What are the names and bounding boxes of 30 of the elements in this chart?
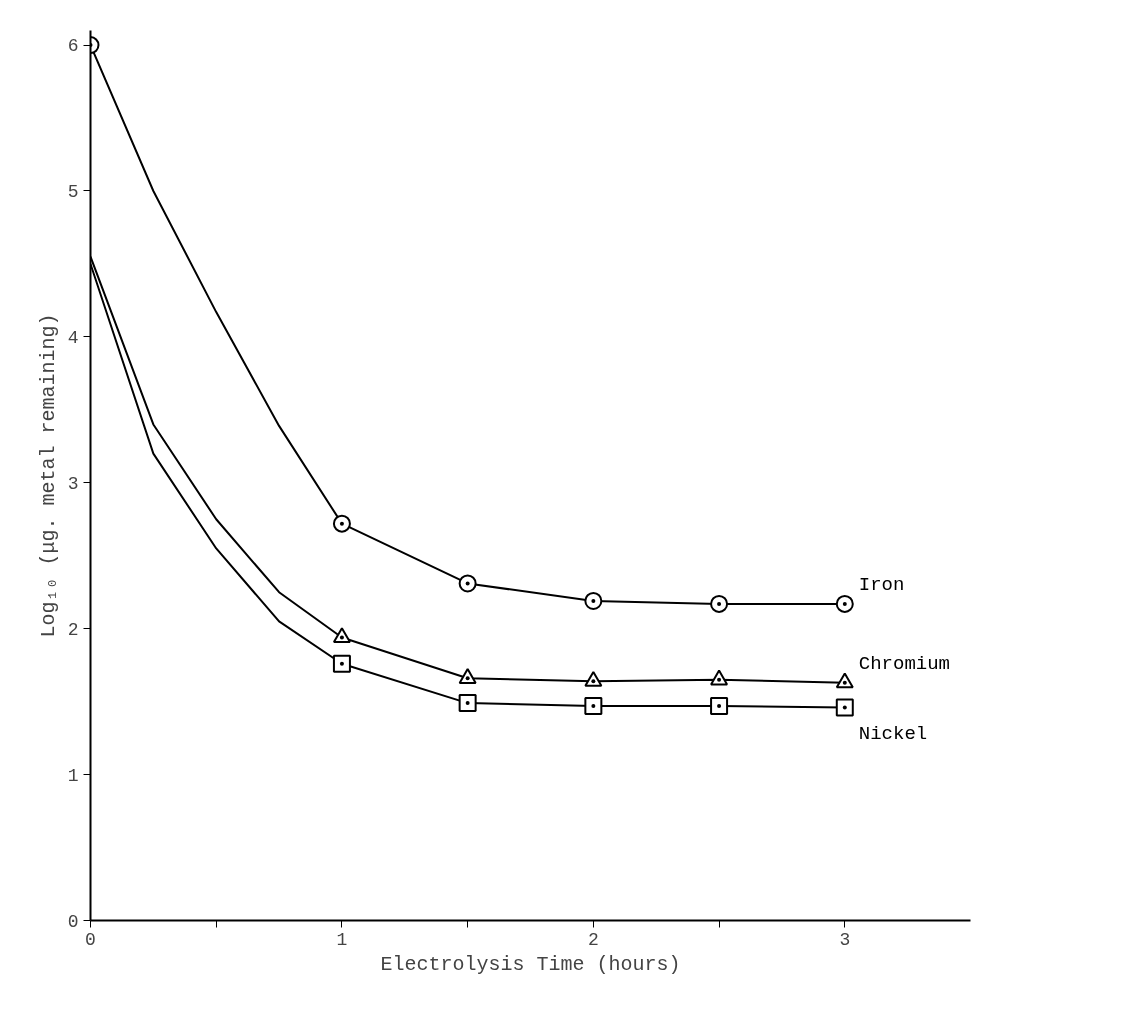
y-tick-label: 2	[67, 619, 79, 640]
y-tick-label: 4	[67, 327, 79, 348]
x-tick-label: 2	[587, 929, 599, 950]
point	[710, 669, 729, 686]
series-label: Chromium	[858, 652, 950, 675]
point	[458, 574, 477, 593]
point	[584, 591, 603, 610]
point	[835, 698, 854, 717]
point	[332, 627, 351, 644]
y-tick-label: 0	[67, 911, 79, 932]
point	[710, 594, 729, 613]
point	[584, 697, 603, 716]
x-tick-label: 0	[85, 929, 96, 950]
series-label: Iron	[858, 573, 905, 596]
point	[835, 594, 854, 613]
series-label: Nickel	[858, 723, 928, 746]
x-tick-label: 1	[336, 929, 348, 950]
point	[458, 668, 477, 684]
point	[332, 654, 351, 673]
point	[710, 697, 729, 716]
y-tick-label: 6	[67, 36, 79, 57]
point	[458, 694, 477, 713]
x-axis-title: Electrolysis Time (hours)	[380, 952, 681, 976]
y-tick-label: 1	[67, 765, 79, 786]
y-axis-title: Log₁₀ (μg. metal remaining)	[36, 313, 60, 638]
y-tick-label: 5	[67, 181, 79, 202]
x-tick-label: 3	[839, 929, 851, 950]
y-tick-label: 3	[67, 473, 79, 494]
point	[835, 672, 854, 689]
point	[332, 514, 351, 533]
